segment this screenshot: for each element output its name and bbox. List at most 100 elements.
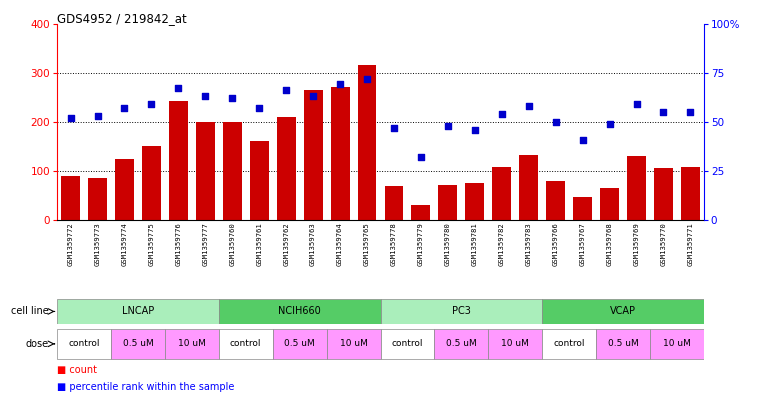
Bar <box>250 141 269 220</box>
Point <box>199 93 212 99</box>
Point <box>442 123 454 129</box>
Point <box>577 136 589 143</box>
Text: control: control <box>553 340 585 348</box>
Text: GSM1359770: GSM1359770 <box>661 222 667 266</box>
Text: GSM1359769: GSM1359769 <box>634 222 639 266</box>
Text: 0.5 uM: 0.5 uM <box>285 340 315 348</box>
Text: control: control <box>68 340 100 348</box>
Point <box>361 75 373 82</box>
Text: GSM1359761: GSM1359761 <box>256 222 263 266</box>
Point <box>280 87 292 94</box>
Text: GSM1359773: GSM1359773 <box>94 222 100 266</box>
Text: GSM1359783: GSM1359783 <box>526 222 532 266</box>
Text: GSM1359772: GSM1359772 <box>68 222 74 266</box>
Bar <box>654 169 673 220</box>
Bar <box>466 183 484 220</box>
Point <box>658 109 670 115</box>
Bar <box>384 186 403 220</box>
Point <box>495 111 508 117</box>
Bar <box>543 299 704 324</box>
Text: GSM1359781: GSM1359781 <box>472 222 478 266</box>
Bar <box>61 176 80 220</box>
Bar <box>169 101 188 220</box>
Text: PC3: PC3 <box>452 307 471 316</box>
Text: 0.5 uM: 0.5 uM <box>608 340 638 348</box>
Text: 10 uM: 10 uM <box>663 340 691 348</box>
Text: 0.5 uM: 0.5 uM <box>123 340 153 348</box>
Bar <box>650 329 704 359</box>
Text: GSM1359775: GSM1359775 <box>148 222 154 266</box>
Text: NCIH660: NCIH660 <box>279 307 321 316</box>
Bar <box>681 167 700 220</box>
Bar <box>412 205 431 220</box>
Bar <box>326 329 380 359</box>
Text: GSM1359768: GSM1359768 <box>607 222 613 266</box>
Bar <box>573 197 592 220</box>
Bar <box>627 156 646 220</box>
Bar <box>115 159 134 220</box>
Bar <box>219 299 380 324</box>
Text: GSM1359782: GSM1359782 <box>498 222 505 266</box>
Point <box>307 93 319 99</box>
Bar <box>57 299 219 324</box>
Text: GSM1359776: GSM1359776 <box>175 222 181 266</box>
Bar <box>304 90 323 220</box>
Text: 0.5 uM: 0.5 uM <box>446 340 476 348</box>
Bar <box>438 185 457 220</box>
Bar <box>196 122 215 220</box>
Text: ■ count: ■ count <box>57 365 97 375</box>
Text: control: control <box>392 340 423 348</box>
Bar <box>519 155 538 220</box>
Text: GSM1359779: GSM1359779 <box>418 222 424 266</box>
Text: 10 uM: 10 uM <box>178 340 205 348</box>
Point <box>65 115 77 121</box>
Point <box>172 85 184 92</box>
Bar <box>546 181 565 220</box>
Text: control: control <box>230 340 262 348</box>
Point <box>91 113 103 119</box>
Bar <box>435 329 489 359</box>
Point <box>145 101 158 107</box>
Text: ■ percentile rank within the sample: ■ percentile rank within the sample <box>57 382 234 392</box>
Bar <box>380 299 542 324</box>
Point <box>684 109 696 115</box>
Bar <box>111 329 165 359</box>
Point <box>253 105 266 111</box>
Bar <box>88 178 107 220</box>
Text: GSM1359771: GSM1359771 <box>687 222 693 266</box>
Point <box>549 119 562 125</box>
Bar <box>543 329 596 359</box>
Text: GSM1359778: GSM1359778 <box>391 222 397 266</box>
Text: LNCAP: LNCAP <box>122 307 154 316</box>
Point <box>226 95 238 101</box>
Text: VCAP: VCAP <box>610 307 636 316</box>
Bar <box>219 329 272 359</box>
Bar <box>165 329 219 359</box>
Bar <box>600 188 619 220</box>
Bar <box>380 329 435 359</box>
Text: GSM1359760: GSM1359760 <box>229 222 235 266</box>
Point <box>630 101 642 107</box>
Text: dose: dose <box>26 339 49 349</box>
Bar <box>596 329 650 359</box>
Text: 10 uM: 10 uM <box>339 340 368 348</box>
Bar <box>57 329 111 359</box>
Text: GSM1359763: GSM1359763 <box>310 222 316 266</box>
Text: GDS4952 / 219842_at: GDS4952 / 219842_at <box>57 12 186 25</box>
Point <box>119 105 131 111</box>
Text: GSM1359762: GSM1359762 <box>283 222 289 266</box>
Text: cell line: cell line <box>11 307 49 316</box>
Bar <box>277 117 295 220</box>
Bar <box>330 87 349 220</box>
Text: 10 uM: 10 uM <box>501 340 529 348</box>
Bar <box>358 65 377 220</box>
Point <box>469 127 481 133</box>
Bar <box>489 329 542 359</box>
Point <box>388 125 400 131</box>
Text: GSM1359777: GSM1359777 <box>202 222 209 266</box>
Text: GSM1359780: GSM1359780 <box>445 222 451 266</box>
Point <box>523 103 535 109</box>
Bar <box>223 122 242 220</box>
Text: GSM1359767: GSM1359767 <box>580 222 586 266</box>
Text: GSM1359766: GSM1359766 <box>552 222 559 266</box>
